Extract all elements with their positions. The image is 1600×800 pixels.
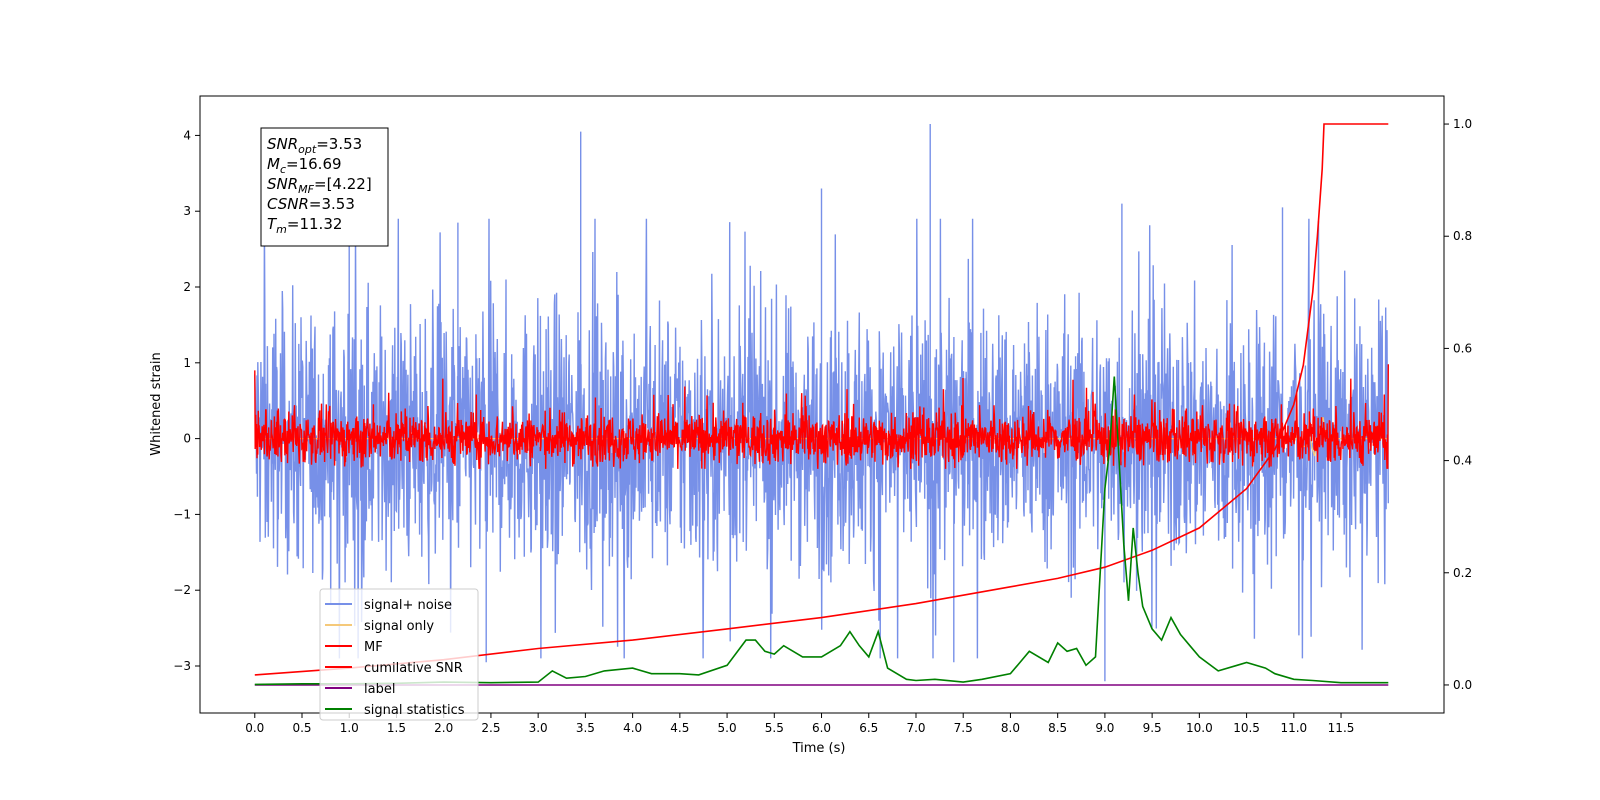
legend-label: signal+ noise bbox=[364, 598, 452, 613]
x-tick-label: 2.5 bbox=[481, 721, 500, 735]
x-tick-label: 11.0 bbox=[1280, 721, 1307, 735]
annotation-line: Tm=11.32 bbox=[267, 215, 342, 236]
annotation-subscript: MF bbox=[298, 183, 314, 196]
y-tick-label: −2 bbox=[173, 583, 191, 597]
x-tick-label: 2.0 bbox=[434, 721, 453, 735]
series-mf-line bbox=[254, 364, 1389, 469]
x-tick-label: 0.0 bbox=[245, 721, 264, 735]
y-tick-label: −3 bbox=[173, 659, 191, 673]
annotation-line: CSNR=3.53 bbox=[267, 195, 355, 213]
legend-label: signal statistics bbox=[364, 703, 465, 718]
x-tick-label: 10.5 bbox=[1233, 721, 1260, 735]
legend-label: signal only bbox=[364, 619, 434, 634]
y-tick-label: 3 bbox=[183, 204, 191, 218]
ticks-layer: 0.0 0.5 1.0 1.5 2.0 2.5 3.0 3.5 4.0 4.5 5.0 5.5 6.0 6… bbox=[173, 117, 1472, 735]
annotation-value: =3.53 bbox=[309, 195, 355, 213]
annotation-line: SNRMF=[4.22] bbox=[267, 175, 372, 196]
annotation-value: =[4.22] bbox=[314, 175, 372, 193]
x-axis-label: Time (s) bbox=[792, 741, 846, 756]
annotation-symbol: CSNR bbox=[267, 195, 309, 213]
x-tick-label: 8.0 bbox=[1001, 721, 1020, 735]
x-tick-label: 5.5 bbox=[765, 721, 784, 735]
x-tick-label: 0.5 bbox=[292, 721, 311, 735]
x-tick-label: 1.0 bbox=[340, 721, 359, 735]
annotation-subscript: opt bbox=[298, 143, 317, 156]
annotation-value: =11.32 bbox=[287, 215, 343, 233]
legend-frame bbox=[319, 588, 479, 721]
y2-tick-label: 1.0 bbox=[1453, 117, 1472, 131]
y-tick-label: 1 bbox=[183, 356, 191, 370]
x-tick-label: 3.5 bbox=[576, 721, 595, 735]
y-tick-label: 0 bbox=[183, 432, 191, 446]
annotation-symbol: SNR bbox=[267, 135, 298, 153]
annotation-subscript: m bbox=[276, 223, 287, 236]
y2-tick-label: 0.4 bbox=[1453, 454, 1472, 468]
y-axis-label: Whitened strain bbox=[149, 352, 164, 455]
legend-label: MF bbox=[364, 640, 383, 655]
x-tick-label: 6.0 bbox=[812, 721, 831, 735]
annotation-line: Mc=16.69 bbox=[267, 155, 342, 176]
series-cumilative-snr-line bbox=[254, 123, 1389, 676]
annotation-box: SNRopt=3.53Mc=16.69SNRMF=[4.22]CSNR=3.53… bbox=[260, 127, 389, 247]
x-tick-label: 5.0 bbox=[718, 721, 737, 735]
x-tick-label: 9.5 bbox=[1143, 721, 1162, 735]
annotation-line: SNRopt=3.53 bbox=[267, 135, 362, 156]
x-tick-label: 4.0 bbox=[623, 721, 642, 735]
y-tick-label: −1 bbox=[173, 507, 191, 521]
legend: signal+ noise signal only MF cumilative SNR… bbox=[319, 588, 479, 721]
annotation-value: =3.53 bbox=[316, 135, 362, 153]
x-tick-label: 8.5 bbox=[1048, 721, 1067, 735]
annotation-symbol: M bbox=[267, 155, 280, 173]
annotation-subscript: c bbox=[280, 163, 286, 176]
annotation-symbol: T bbox=[267, 215, 278, 233]
x-tick-label: 3.0 bbox=[529, 721, 548, 735]
y-tick-label: 2 bbox=[183, 280, 191, 294]
legend-label: cumilative SNR bbox=[364, 661, 463, 676]
annotation-frame bbox=[260, 127, 389, 247]
x-tick-label: 4.5 bbox=[670, 721, 689, 735]
x-tick-label: 1.5 bbox=[387, 721, 406, 735]
y2-tick-label: 0.8 bbox=[1453, 229, 1472, 243]
x-tick-label: 11.5 bbox=[1328, 721, 1355, 735]
y2-tick-label: 0.2 bbox=[1453, 566, 1472, 580]
legend-label: label bbox=[364, 682, 395, 697]
x-tick-label: 7.5 bbox=[954, 721, 973, 735]
y2-tick-label: 0.6 bbox=[1453, 341, 1472, 355]
annotation-value: =16.69 bbox=[286, 155, 342, 173]
annotation-symbol: SNR bbox=[267, 175, 298, 193]
x-tick-label: 10.0 bbox=[1186, 721, 1213, 735]
x-tick-label: 6.5 bbox=[859, 721, 878, 735]
y-tick-label: 4 bbox=[183, 128, 191, 142]
series-signal-noise-line bbox=[254, 124, 1389, 682]
x-tick-label: 7.0 bbox=[906, 721, 925, 735]
y2-tick-label: 0.0 bbox=[1453, 678, 1472, 692]
series-signal-statistics-line bbox=[254, 376, 1389, 686]
x-tick-label: 9.0 bbox=[1095, 721, 1114, 735]
